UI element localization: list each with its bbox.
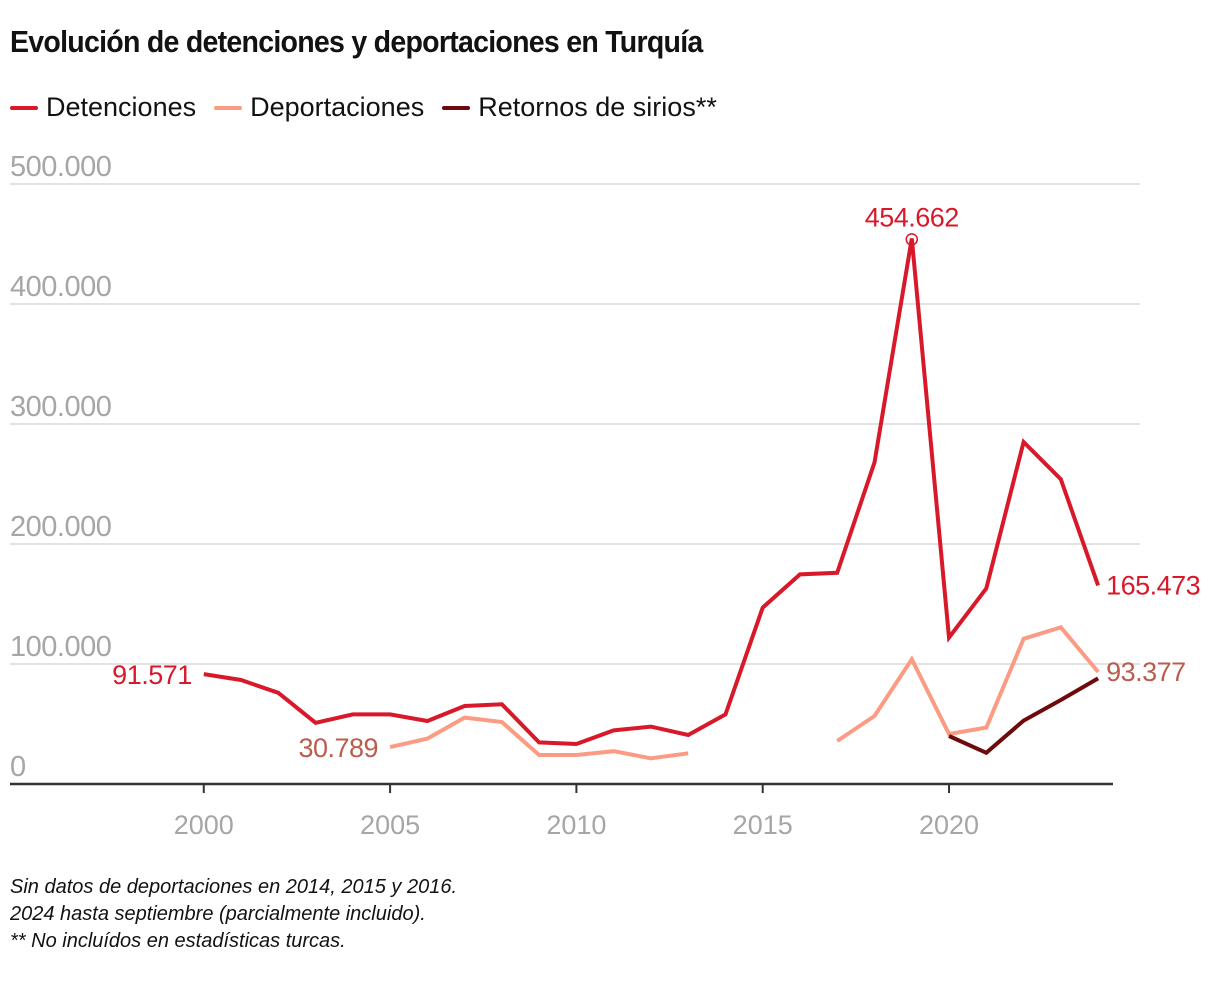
x-tick-label: 2020 [919,810,979,840]
x-tick-label: 2015 [733,810,793,840]
y-tick-label: 0 [10,751,26,783]
legend-item-detenciones: Detenciones [10,92,196,123]
data-label: 91.571 [112,660,192,690]
legend-swatch-retornos [442,105,471,110]
y-tick-label: 100.000 [10,631,111,663]
y-tick-label: 500.000 [10,151,111,183]
y-tick-label: 200.000 [10,511,111,543]
peak-marker [905,233,919,246]
data-label: 454.662 [865,202,959,232]
data-label: 93.377 [1106,657,1186,687]
footnote-1: Sin datos de deportaciones en 2014, 2015… [10,876,458,898]
footnote-3: ** No incluídos en estadísticas turcas. [10,930,346,952]
gridlines [10,183,1140,665]
x-tick-label: 2010 [546,810,606,840]
data-label: 30.789 [298,733,378,763]
legend-item-retornos: Retornos de sirios** [442,92,717,123]
x-tick-label: 2005 [360,810,420,840]
x-tick-label: 2000 [174,810,234,840]
legend-swatch-deportaciones [214,105,243,110]
series-line-2 [948,676,1100,756]
y-tick-label: 300.000 [10,391,111,423]
legend-label-detenciones: Detenciones [46,92,197,122]
legend-label-deportaciones: Deportaciones [250,92,425,122]
y-tick-label: 400.000 [10,271,111,303]
data-labels: 91.571 454.662 165.473 30.789 93.377 [112,202,1201,763]
series-line-0 [203,238,1100,747]
data-label: 165.473 [1106,570,1200,600]
chart-title: Evolución de detenciones y deportaciones… [10,24,703,59]
legend-item-deportaciones: Deportaciones [214,92,424,123]
legend: Detenciones Deportaciones Retornos de si… [10,92,735,123]
footnote-2: 2024 hasta septiembre (parcialmente incl… [10,903,426,925]
series-lines [203,238,1100,761]
footnotes: Sin datos de deportaciones en 2014, 2015… [10,874,457,955]
legend-swatch-detenciones [10,105,38,110]
legend-label-retornos: Retornos de sirios** [478,92,717,122]
series-line-1 [836,624,1100,743]
y-axis-ticks: 0 100.000 200.000 300.000 400.000 500.000 [10,151,112,783]
x-axis: 2000 2005 2010 2015 2020 [10,782,1113,840]
series-line-1 [389,715,689,761]
